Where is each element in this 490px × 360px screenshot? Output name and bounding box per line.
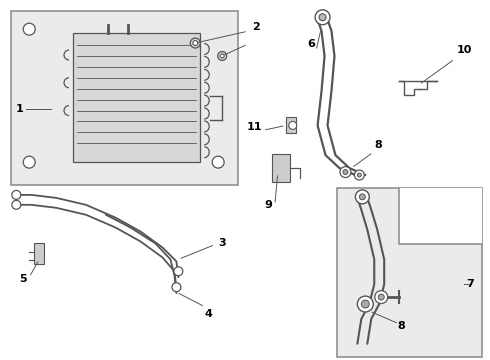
- Circle shape: [12, 190, 21, 199]
- Circle shape: [361, 300, 369, 308]
- Bar: [73, 33, 200, 162]
- Circle shape: [12, 201, 21, 209]
- Circle shape: [319, 14, 326, 21]
- Circle shape: [375, 291, 388, 303]
- Polygon shape: [338, 188, 482, 357]
- Circle shape: [355, 190, 369, 204]
- Bar: [34, 243, 44, 264]
- Text: 1: 1: [15, 104, 23, 113]
- Text: 9: 9: [264, 200, 272, 210]
- Text: 2: 2: [252, 22, 260, 32]
- Circle shape: [212, 156, 224, 168]
- Text: 4: 4: [204, 309, 212, 319]
- Text: 11: 11: [246, 122, 262, 132]
- Circle shape: [218, 51, 226, 60]
- Circle shape: [289, 121, 297, 129]
- Circle shape: [357, 173, 361, 177]
- Circle shape: [357, 296, 373, 312]
- Circle shape: [343, 170, 348, 175]
- Text: 8: 8: [374, 140, 382, 150]
- Text: 10: 10: [457, 45, 472, 55]
- Text: 5: 5: [19, 274, 27, 284]
- Text: 3: 3: [218, 238, 226, 248]
- Circle shape: [190, 38, 200, 48]
- Bar: [272, 154, 290, 182]
- Circle shape: [315, 10, 330, 25]
- Text: 8: 8: [397, 321, 405, 331]
- Circle shape: [172, 283, 181, 292]
- Circle shape: [359, 194, 366, 200]
- Circle shape: [354, 170, 365, 180]
- Circle shape: [378, 294, 384, 300]
- Circle shape: [340, 167, 351, 177]
- Circle shape: [193, 41, 198, 46]
- Circle shape: [23, 156, 35, 168]
- Polygon shape: [399, 188, 482, 244]
- Text: 7: 7: [466, 279, 474, 289]
- Bar: [11, 11, 238, 185]
- Bar: [286, 117, 295, 133]
- Circle shape: [220, 54, 224, 58]
- Circle shape: [23, 23, 35, 35]
- Circle shape: [174, 267, 183, 276]
- Text: 6: 6: [308, 39, 316, 49]
